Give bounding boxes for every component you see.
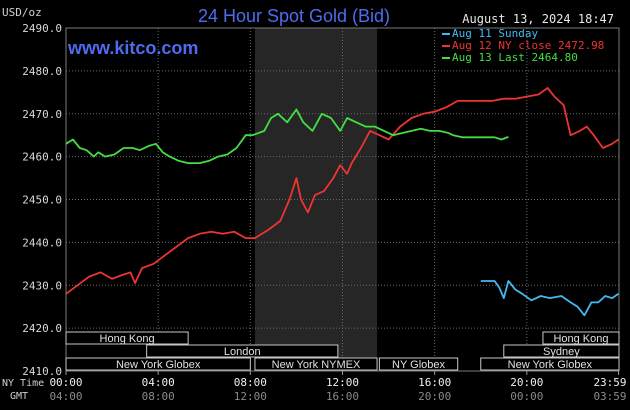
grid-lines xyxy=(66,28,619,371)
legend-entry: Aug 12 NY close 2472.98 xyxy=(452,39,604,52)
y-tick-label: 2410.0 xyxy=(22,365,62,378)
y-tick-label: 2480.0 xyxy=(22,65,62,78)
session-label: Sydney xyxy=(543,346,580,358)
gmt-tick-label: 12:00 xyxy=(234,390,267,403)
series-lines xyxy=(65,87,620,317)
ny-time-tick-label: 20:00 xyxy=(510,376,543,389)
gmt-tick-label: 00:00 xyxy=(510,390,543,403)
session-bar xyxy=(65,357,251,371)
session-label: New York Globex xyxy=(508,359,593,371)
gmt-tick-label: 03:59 xyxy=(593,390,626,403)
session-bar xyxy=(480,357,620,371)
session-bar xyxy=(254,357,378,371)
session-bar xyxy=(378,357,459,371)
ny-time-tick-label: 08:00 xyxy=(234,376,267,389)
session-label: Hong Kong xyxy=(553,333,608,345)
chart-timestamp: August 13, 2024 18:47 xyxy=(462,12,614,26)
session-label: London xyxy=(224,346,261,358)
gmt-tick-label: 16:00 xyxy=(326,390,359,403)
gmt-tick-label: 08:00 xyxy=(142,390,175,403)
series-line xyxy=(65,87,620,295)
y-tick-label: 2430.0 xyxy=(22,279,62,292)
y-tick-label: 2450.0 xyxy=(22,194,62,207)
legend-entry: Aug 13 Last 2464.80 xyxy=(452,51,578,64)
chart-title: 24 Hour Spot Gold (Bid) xyxy=(198,6,390,26)
y-tick-label: 2460.0 xyxy=(22,151,62,164)
legend-entry: Aug 11 Sunday xyxy=(452,27,538,40)
ny-time-tick-label: 23:59 xyxy=(593,376,626,389)
gmt-tick-label: 20:00 xyxy=(418,390,451,403)
y-tick-label: 2420.0 xyxy=(22,322,62,335)
y-tick-label: 2440.0 xyxy=(22,236,62,249)
session-label: New York Globex xyxy=(116,359,201,371)
source-watermark: www.kitco.com xyxy=(67,38,198,58)
y-unit-label: USD/oz xyxy=(2,6,42,19)
gmt-axis-label: GMT xyxy=(10,391,28,402)
ny-time-tick-label: 12:00 xyxy=(326,376,359,389)
y-tick-label: 2490.0 xyxy=(22,22,62,35)
session-bar xyxy=(65,331,189,345)
session-bar xyxy=(503,344,620,358)
series-line xyxy=(480,280,620,317)
y-tick-label: 2470.0 xyxy=(22,108,62,121)
x-axes: NY TimeGMT00:0004:0004:0008:0008:0012:00… xyxy=(2,371,627,403)
y-axis-tick-labels: 2490.0 2480.0 2470.0 2460.0 2450.0 2440.0 2430… xyxy=(22,22,62,378)
nymex-session-shading xyxy=(254,28,378,371)
session-label: New York NYMEX xyxy=(272,359,361,371)
session-label: NY Globex xyxy=(392,359,445,371)
ny-time-tick-label: 00:00 xyxy=(49,376,82,389)
session-label: Hong Kong xyxy=(100,333,155,345)
ny-time-axis-label: NY Time xyxy=(2,378,44,389)
session-bar xyxy=(146,344,339,358)
series-line xyxy=(65,108,509,165)
gmt-tick-label: 04:00 xyxy=(49,390,82,403)
session-bar xyxy=(542,331,620,345)
ny-time-tick-label: 04:00 xyxy=(142,376,175,389)
ny-time-tick-label: 16:00 xyxy=(418,376,451,389)
